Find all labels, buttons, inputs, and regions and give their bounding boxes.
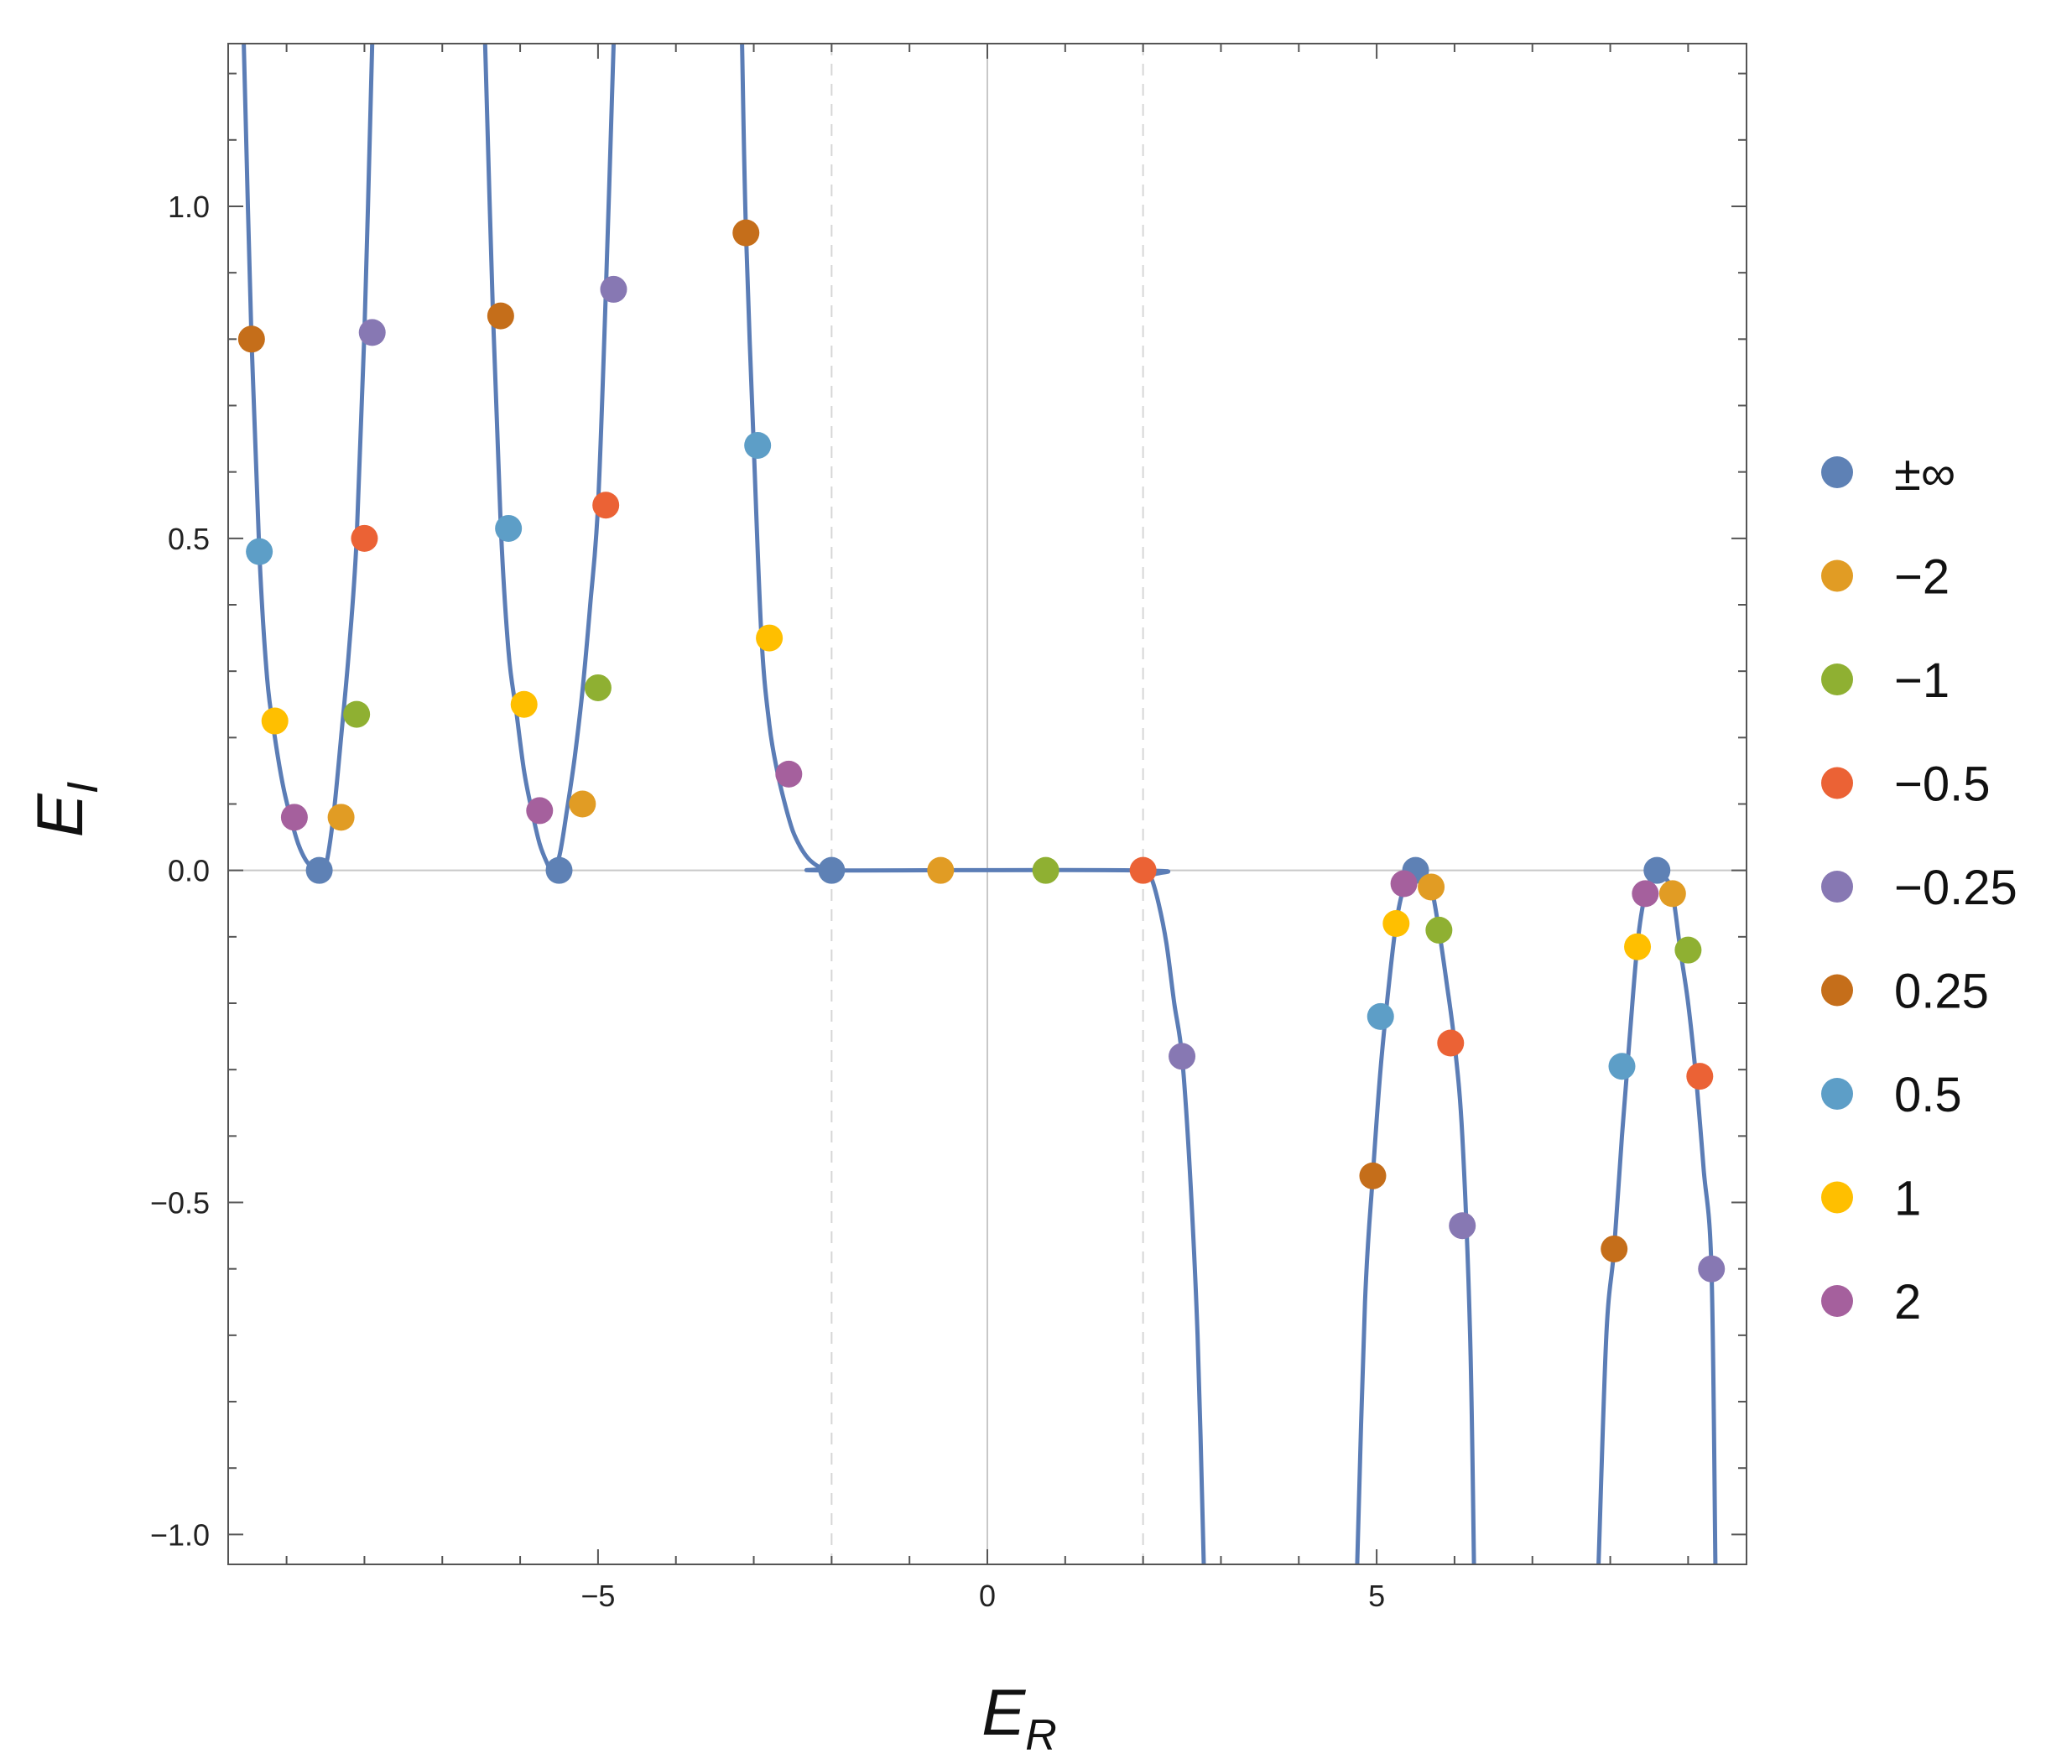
legend-label: ±∞	[1894, 446, 1955, 501]
legend-swatch	[1821, 974, 1853, 1007]
data-point	[526, 797, 554, 825]
data-point	[1367, 1002, 1394, 1030]
data-point	[327, 804, 355, 831]
data-point	[1698, 1255, 1726, 1283]
data-point	[261, 707, 289, 735]
legend-swatch	[1821, 456, 1853, 488]
x-tick-label: 5	[1368, 1579, 1385, 1613]
data-point	[592, 492, 620, 519]
data-point	[744, 431, 772, 459]
legend: ±∞ −2 −1 −0.5 −0.25 0.25 0.5 1 2	[1821, 446, 2017, 1330]
data-point	[775, 760, 803, 788]
data-point	[1169, 1043, 1196, 1070]
data-point	[1129, 856, 1157, 884]
y-tick-label: −1.0	[150, 1517, 210, 1552]
data-points	[237, 219, 1726, 1283]
data-point	[569, 790, 596, 818]
legend-label: 1	[1894, 1172, 1921, 1226]
data-point	[1643, 856, 1671, 884]
data-point	[351, 524, 378, 552]
data-point	[1437, 1029, 1465, 1057]
data-point	[818, 856, 846, 884]
data-point	[237, 325, 265, 353]
legend-label: 0.25	[1894, 965, 1989, 1019]
data-point	[1601, 1235, 1628, 1262]
data-point	[358, 319, 386, 346]
y-tick-label: 0.0	[168, 854, 210, 888]
y-tick-label: −0.5	[150, 1186, 210, 1220]
data-point	[1425, 916, 1453, 944]
data-point	[1608, 1053, 1636, 1080]
data-point	[1674, 936, 1702, 964]
legend-swatch	[1821, 1078, 1853, 1110]
legend-label: −1	[1894, 653, 1950, 708]
curve-branch	[482, 44, 616, 873]
data-point	[495, 514, 523, 542]
y-axis-label-subscript: I	[59, 782, 107, 794]
x-tick-label: 0	[979, 1579, 996, 1613]
legend-swatch	[1821, 559, 1853, 592]
data-point	[246, 538, 273, 565]
data-point	[927, 856, 955, 884]
data-point	[1686, 1063, 1714, 1090]
data-point	[343, 700, 371, 728]
legend-label: 0.5	[1894, 1068, 1962, 1122]
x-axis-label-subscript: R	[1025, 1711, 1057, 1760]
y-axis-label-main: E	[23, 793, 96, 837]
y-axis-label: EI	[23, 782, 107, 837]
legend-label: −2	[1894, 550, 1950, 605]
curve-layer	[242, 44, 1718, 1564]
legend-label: −0.25	[1894, 861, 2017, 915]
data-point	[1359, 1162, 1387, 1189]
x-axis-label-main: E	[981, 1675, 1026, 1749]
curve-branch	[740, 44, 1206, 1564]
legend-swatch	[1821, 663, 1853, 695]
legend-swatch	[1821, 1285, 1853, 1317]
data-point	[1032, 856, 1059, 884]
data-point	[1449, 1212, 1476, 1240]
legend-swatch	[1821, 871, 1853, 903]
data-point	[1382, 910, 1410, 938]
data-point	[600, 275, 627, 303]
data-point	[584, 674, 612, 701]
axis-ticks: −5 0 5 −1.0 −0.5 0.0 0.5 1.0	[150, 44, 1747, 1613]
data-point	[756, 624, 784, 652]
y-tick-label: 0.5	[168, 522, 210, 556]
data-point	[1390, 870, 1418, 898]
x-axis-label: ER	[981, 1675, 1057, 1760]
legend-swatch	[1821, 1181, 1853, 1214]
y-tick-label: 1.0	[168, 190, 210, 224]
data-point	[280, 804, 308, 831]
legend-swatch	[1821, 767, 1853, 799]
data-point	[1658, 880, 1686, 908]
reference-lines	[228, 44, 1747, 1564]
curve-branch	[1596, 868, 1718, 1564]
data-point	[510, 690, 538, 718]
data-point	[545, 856, 573, 884]
x-tick-label: −5	[580, 1579, 615, 1613]
data-point	[1632, 880, 1659, 908]
legend-label: −0.5	[1894, 757, 1991, 812]
data-point	[1624, 933, 1652, 960]
data-point	[305, 856, 333, 884]
curve-branch	[242, 44, 375, 875]
legend-label: 2	[1894, 1275, 1921, 1330]
data-point	[1418, 873, 1445, 901]
data-point	[487, 302, 514, 330]
data-point	[732, 219, 760, 247]
